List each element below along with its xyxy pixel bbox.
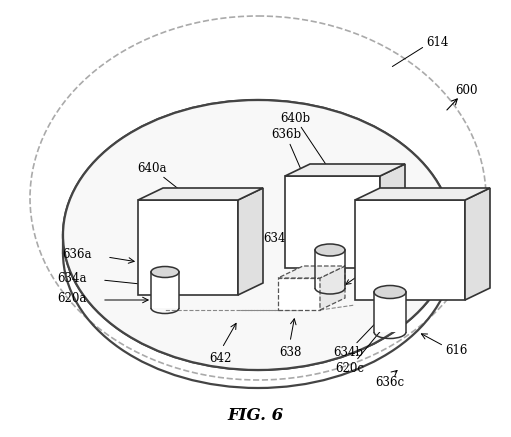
Ellipse shape xyxy=(63,100,453,370)
Text: 634b: 634b xyxy=(333,309,389,358)
Polygon shape xyxy=(138,200,238,295)
Text: 620a: 620a xyxy=(57,291,87,305)
Ellipse shape xyxy=(374,285,406,298)
Polygon shape xyxy=(355,188,490,200)
Text: 640c: 640c xyxy=(431,242,478,263)
Text: 636b: 636b xyxy=(271,128,312,194)
Text: 600: 600 xyxy=(456,83,478,97)
Polygon shape xyxy=(238,188,263,295)
Ellipse shape xyxy=(63,100,453,370)
Polygon shape xyxy=(151,272,179,308)
Text: 640a: 640a xyxy=(137,162,194,201)
Text: 640b: 640b xyxy=(280,111,332,174)
Text: 636a: 636a xyxy=(62,249,92,261)
Polygon shape xyxy=(355,200,465,300)
Text: 636c: 636c xyxy=(376,375,405,388)
Polygon shape xyxy=(380,164,405,268)
Polygon shape xyxy=(465,188,490,300)
Polygon shape xyxy=(374,292,406,332)
Polygon shape xyxy=(285,164,405,176)
Text: 614: 614 xyxy=(426,35,448,49)
Polygon shape xyxy=(320,266,345,310)
Text: 638: 638 xyxy=(279,346,301,358)
Ellipse shape xyxy=(315,244,345,256)
Text: 620c: 620c xyxy=(336,323,387,375)
Polygon shape xyxy=(278,278,320,310)
Ellipse shape xyxy=(151,267,179,277)
Polygon shape xyxy=(285,176,380,268)
Text: 620b: 620b xyxy=(346,246,407,284)
Text: 616: 616 xyxy=(445,343,467,357)
Text: FIG. 6: FIG. 6 xyxy=(228,406,284,423)
Polygon shape xyxy=(278,266,345,278)
Text: 634b: 634b xyxy=(263,232,329,258)
Text: 642: 642 xyxy=(209,351,231,364)
Text: 634a: 634a xyxy=(57,271,87,284)
Polygon shape xyxy=(138,188,263,200)
Polygon shape xyxy=(315,250,345,288)
